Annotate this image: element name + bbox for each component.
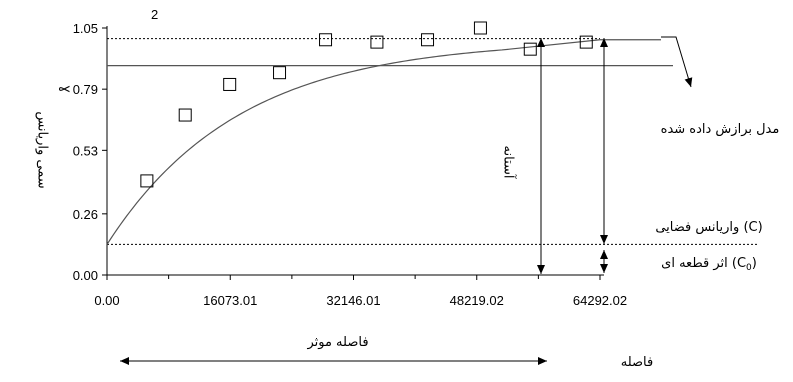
data-point: [140, 174, 154, 188]
x-tick-label: 64292.02: [573, 293, 627, 308]
partial-sill-label: واریانس فضایی (C): [655, 220, 762, 235]
y-tick-label: 0.00: [73, 268, 98, 283]
fitted-model-label: مدل برازش داده شده: [661, 122, 780, 137]
small-label: 2: [151, 7, 158, 22]
y-axis-label: سمی واریانس: [35, 111, 50, 188]
nugget-label-prefix: اثر قطعه ای (C: [661, 256, 746, 271]
data-point: [178, 108, 192, 122]
x-tick-label: 48219.02: [450, 293, 504, 308]
data-point: [370, 35, 384, 49]
data-point: [421, 33, 435, 47]
distance-label: فاصله: [621, 355, 654, 370]
fitted-model-pointer: [661, 36, 693, 88]
effective-range-label: فاصله موثر: [306, 335, 368, 350]
data-point: [473, 21, 487, 35]
y-axis-label-superscript: ɣ: [58, 85, 73, 93]
y-tick-labels: 0.00 0.26 0.53 0.79 1.05: [73, 21, 107, 283]
data-point: [223, 77, 237, 91]
nugget-label-subscript: 0: [746, 263, 752, 273]
data-point: [319, 33, 333, 47]
x-tick-label: 16073.01: [203, 293, 257, 308]
sill-label: آستانه: [501, 146, 518, 180]
reference-lines: [107, 38, 757, 245]
x-tick-label: 0.00: [94, 293, 119, 308]
data-points: [140, 21, 593, 188]
x-tick-label: 32146.01: [326, 293, 380, 308]
nugget-label-suffix: ): [752, 256, 757, 271]
data-point: [273, 66, 287, 80]
x-tick-labels: 0.00 16073.01 32146.01 48219.02 64292.02: [94, 275, 627, 308]
data-point: [579, 35, 593, 49]
y-tick-label: 0.53: [73, 143, 98, 158]
nugget-label: اثر قطعه ای (C0): [661, 256, 757, 273]
data-point: [523, 42, 537, 56]
y-tick-label: 1.05: [73, 21, 98, 36]
fitted-model-curve: [106, 39, 661, 245]
axes: [106, 26, 604, 276]
y-tick-label: 0.26: [73, 207, 98, 222]
y-tick-label: 0.79: [73, 82, 98, 97]
